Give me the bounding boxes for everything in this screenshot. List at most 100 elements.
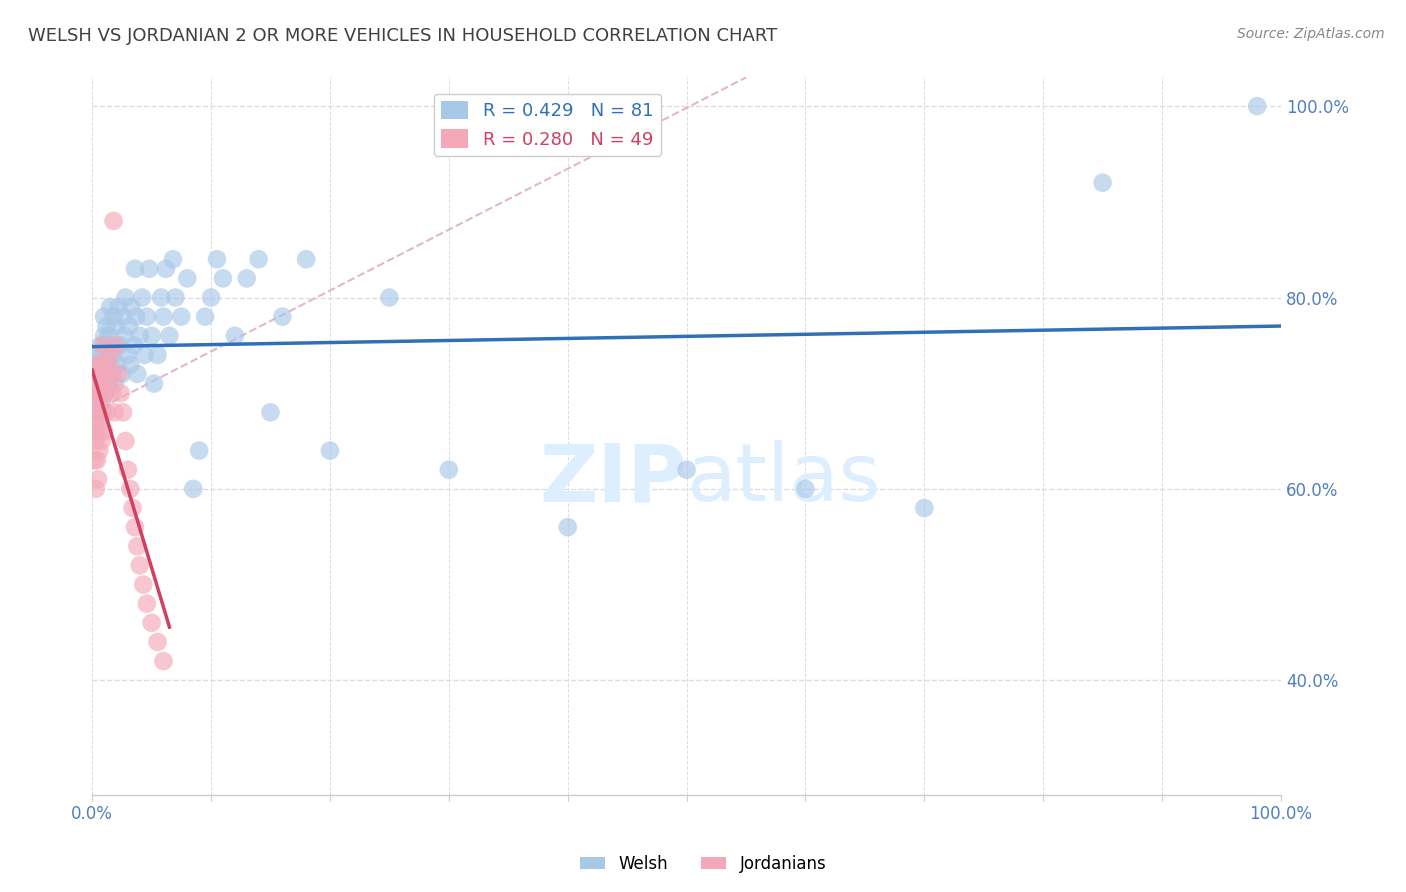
Point [125, 310, 148, 324]
Point [90, 386, 112, 401]
Point [90, 396, 112, 410]
Point [94, 386, 117, 401]
Point [94, 386, 117, 401]
Point [112, 328, 135, 343]
Point [224, 328, 246, 343]
Point [675, 463, 697, 477]
Point [557, 520, 579, 534]
Point [89, 396, 111, 410]
Point [138, 261, 160, 276]
Point [135, 597, 157, 611]
Point [89, 415, 111, 429]
Point [150, 291, 173, 305]
Point [141, 615, 163, 630]
Point [110, 386, 132, 401]
Point [165, 291, 187, 305]
Point [378, 291, 401, 305]
Point [319, 443, 342, 458]
Point [114, 434, 136, 448]
Legend: R = 0.429   N = 81, R = 0.280   N = 49: R = 0.429 N = 81, R = 0.280 N = 49 [434, 94, 661, 156]
Point [124, 261, 146, 276]
Point [155, 261, 177, 276]
Point [84, 434, 107, 448]
Point [271, 310, 294, 324]
Point [91, 405, 114, 419]
Point [89, 386, 111, 401]
Point [131, 291, 153, 305]
Point [104, 319, 127, 334]
Point [437, 463, 460, 477]
Point [127, 367, 149, 381]
Point [117, 348, 139, 362]
Point [104, 405, 127, 419]
Point [143, 376, 166, 391]
Point [107, 367, 129, 381]
Point [98, 348, 121, 362]
Point [212, 271, 235, 285]
Point [117, 463, 139, 477]
Point [89, 443, 111, 458]
Point [146, 635, 169, 649]
Point [96, 319, 118, 334]
Point [89, 358, 111, 372]
Point [181, 482, 204, 496]
Point [121, 501, 143, 516]
Point [93, 328, 115, 343]
Point [100, 367, 122, 381]
Point [120, 482, 142, 496]
Point [98, 300, 121, 314]
Point [128, 558, 150, 573]
Point [159, 328, 181, 343]
Point [101, 386, 124, 401]
Point [200, 291, 222, 305]
Point [124, 520, 146, 534]
Point [86, 453, 108, 467]
Point [100, 338, 122, 352]
Point [91, 376, 114, 391]
Point [82, 386, 104, 401]
Point [93, 358, 115, 372]
Point [152, 310, 174, 324]
Point [118, 319, 141, 334]
Point [120, 358, 142, 372]
Point [97, 348, 120, 362]
Point [83, 415, 105, 429]
Point [1246, 99, 1268, 113]
Point [93, 310, 115, 324]
Point [135, 310, 157, 324]
Point [97, 376, 120, 391]
Point [152, 654, 174, 668]
Point [127, 539, 149, 553]
Point [103, 348, 125, 362]
Point [93, 425, 115, 439]
Point [90, 348, 112, 362]
Point [86, 358, 108, 372]
Point [1091, 176, 1114, 190]
Point [87, 425, 110, 439]
Point [104, 376, 127, 391]
Point [794, 482, 817, 496]
Point [122, 338, 145, 352]
Point [97, 358, 120, 372]
Point [134, 348, 156, 362]
Text: Source: ZipAtlas.com: Source: ZipAtlas.com [1237, 27, 1385, 41]
Point [87, 472, 110, 486]
Point [132, 577, 155, 591]
Point [205, 252, 228, 267]
Point [176, 271, 198, 285]
Point [120, 300, 142, 314]
Point [170, 310, 193, 324]
Point [83, 367, 105, 381]
Point [97, 328, 120, 343]
Text: atlas: atlas [686, 441, 882, 518]
Point [295, 252, 318, 267]
Point [87, 405, 110, 419]
Point [84, 386, 107, 401]
Text: ZIP: ZIP [540, 441, 686, 518]
Point [162, 252, 184, 267]
Point [87, 358, 110, 372]
Point [83, 453, 105, 467]
Point [146, 348, 169, 362]
Point [84, 482, 107, 496]
Point [86, 405, 108, 419]
